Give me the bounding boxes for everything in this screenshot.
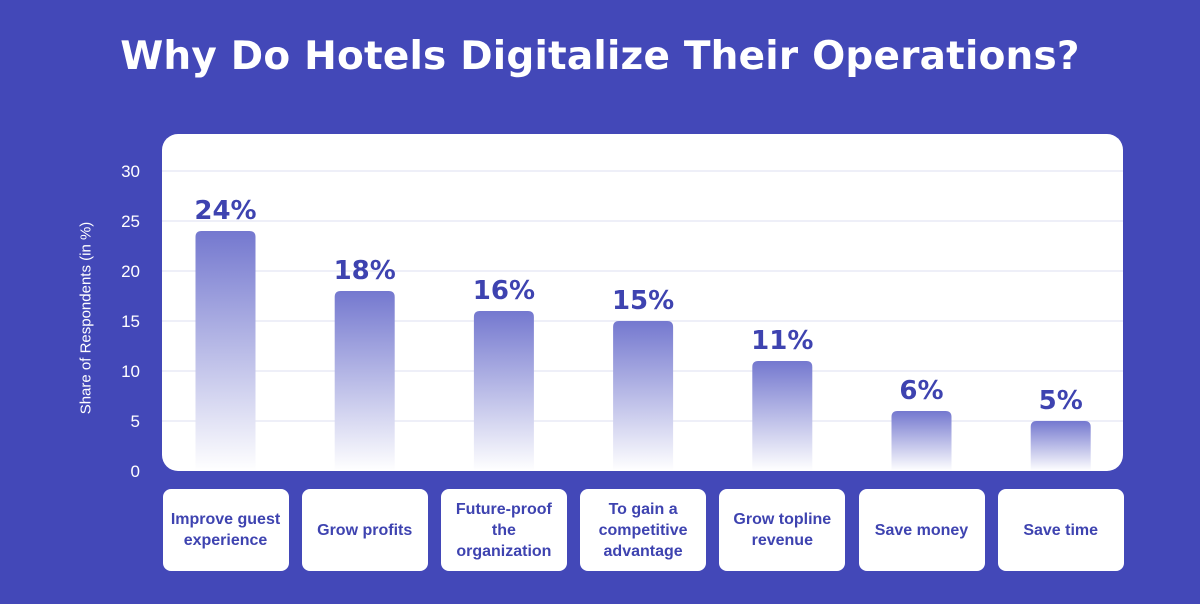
bar-value-label: 6%	[899, 376, 943, 406]
x-category-label: Save money	[858, 489, 985, 571]
y-tick-label: 10	[121, 362, 140, 381]
x-category-label: Future-proof the organization	[440, 489, 567, 571]
bar	[473, 311, 534, 471]
plot-panel	[162, 134, 1123, 471]
bar	[752, 361, 813, 471]
y-tick-label: 5	[131, 412, 140, 431]
x-category-label: Save time	[997, 489, 1124, 571]
bar-value-label: 18%	[334, 256, 396, 286]
bar-value-label: 5%	[1039, 386, 1083, 416]
y-tick-label: 30	[121, 162, 140, 181]
bar	[1030, 421, 1091, 471]
y-tick-label: 25	[121, 212, 140, 231]
chart-title: Why Do Hotels Digitalize Their Operation…	[120, 34, 1080, 79]
y-tick-label: 15	[121, 312, 140, 331]
x-category-label: Grow topline revenue	[719, 489, 846, 571]
bar	[613, 321, 674, 471]
x-category-label: Improve guest experience	[162, 489, 289, 571]
bar-value-label: 24%	[194, 196, 256, 226]
y-tick-label: 20	[121, 262, 140, 281]
x-category-label: Grow profits	[301, 489, 428, 571]
bar	[891, 411, 952, 471]
bar-value-label: 11%	[751, 326, 813, 356]
bar-value-label: 15%	[612, 286, 674, 316]
bar	[195, 231, 256, 471]
y-tick-label: 0	[131, 462, 140, 481]
x-category-label: To gain a competitive advantage	[580, 489, 707, 571]
bar	[334, 291, 395, 471]
bar-value-label: 16%	[473, 276, 535, 306]
